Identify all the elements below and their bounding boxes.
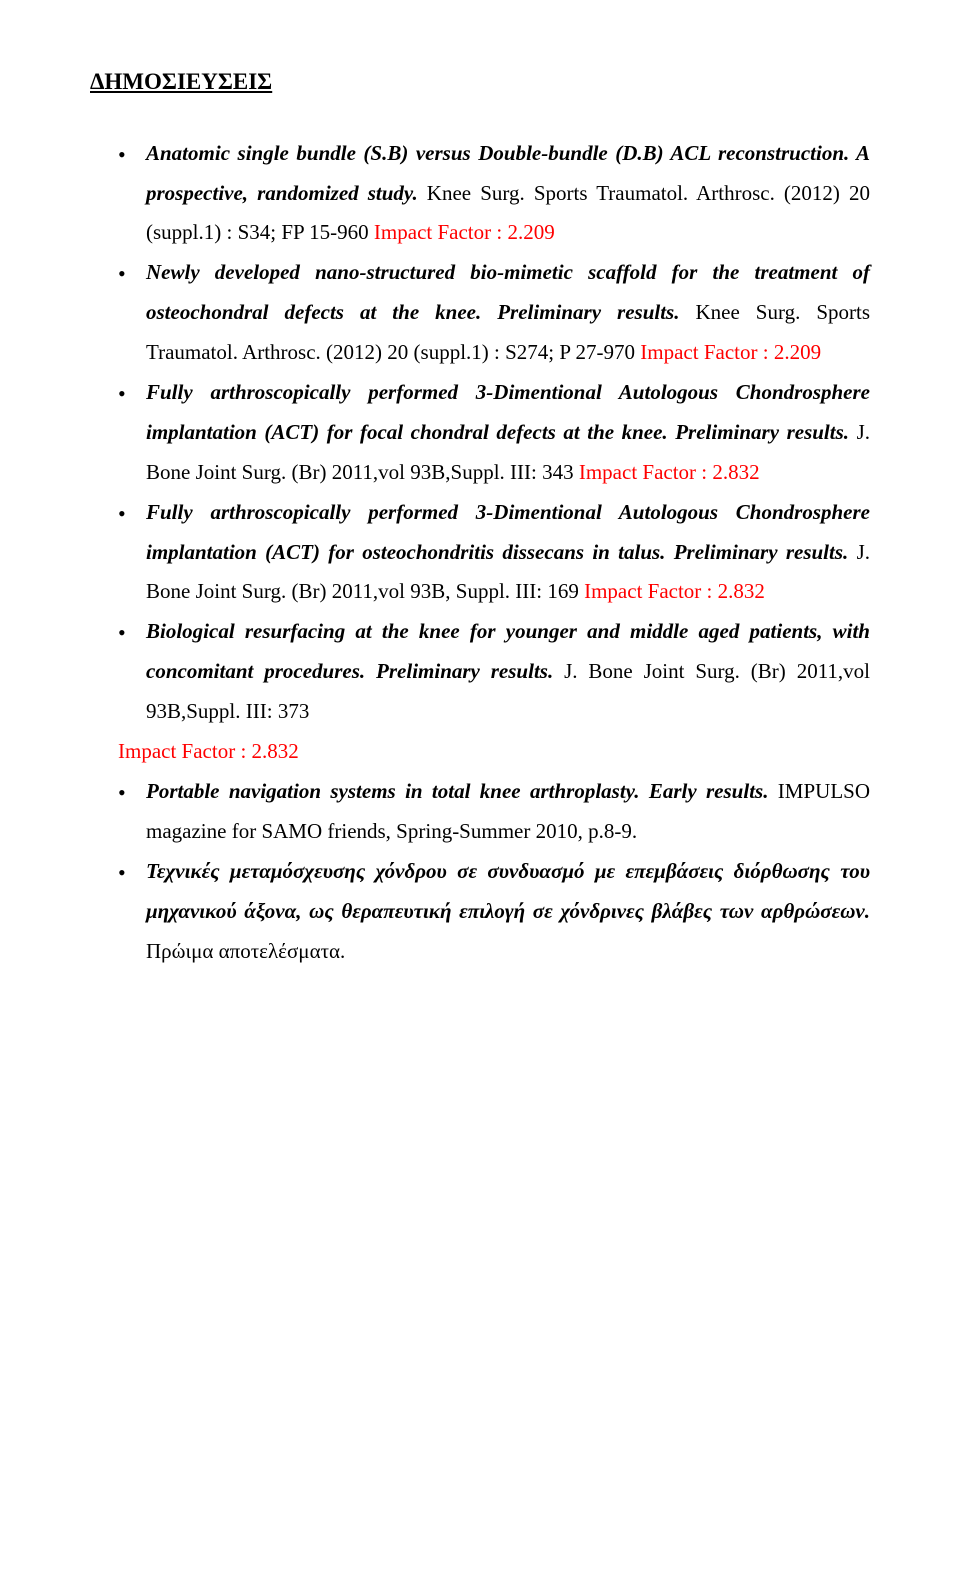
publication-item: Fully arthroscopically performed 3-Dimen… (118, 493, 870, 613)
impact-factor: Impact Factor : 2.209 (640, 340, 821, 364)
publication-list-continued: Portable navigation systems in total kne… (90, 772, 870, 971)
pub-title: Portable navigation systems in total kne… (146, 779, 768, 803)
pub-citation: Πρώιμα αποτελέσματα. (146, 939, 345, 963)
pub-title: Fully arthroscopically performed 3-Dimen… (146, 380, 870, 444)
publication-item: Τεχνικές μεταμόσχευσης χόνδρου σε συνδυα… (118, 852, 870, 972)
pub-title: Fully arthroscopically performed 3-Dimen… (146, 500, 870, 564)
impact-factor-standalone: Impact Factor : 2.832 (118, 732, 870, 772)
publication-item: Newly developed nano-structured bio-mime… (118, 253, 870, 373)
impact-factor: Impact Factor : 2.209 (374, 220, 555, 244)
impact-factor: Impact Factor : 2.832 (579, 460, 760, 484)
section-heading: ΔΗΜΟΣΙΕΥΣΕΙΣ (90, 60, 870, 104)
publication-item: Biological resurfacing at the knee for y… (118, 612, 870, 732)
publication-list: Anatomic single bundle (S.B) versus Doub… (90, 134, 870, 732)
impact-factor: Impact Factor : 2.832 (584, 579, 765, 603)
pub-title: Τεχνικές μεταμόσχευσης χόνδρου σε συνδυα… (146, 859, 870, 923)
publication-item: Anatomic single bundle (S.B) versus Doub… (118, 134, 870, 254)
publication-item: Fully arthroscopically performed 3-Dimen… (118, 373, 870, 493)
publication-item: Portable navigation systems in total kne… (118, 772, 870, 852)
